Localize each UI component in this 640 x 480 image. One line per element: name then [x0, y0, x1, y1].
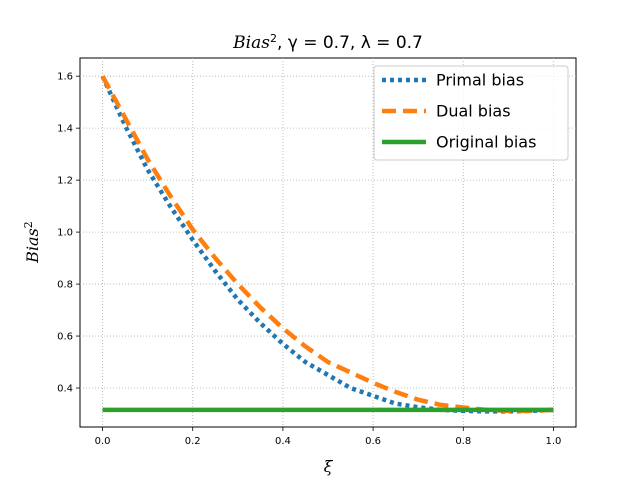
plot-frame: [79, 57, 577, 428]
y-axis-ticks: 0.4 0.6 0.8 1.0 1.2 1.4 1.6: [57, 72, 80, 395]
legend-frame: [373, 65, 569, 161]
chart-title: Bias2, γ = 0.7, λ = 0.7: [232, 32, 423, 54]
legend-label-dual-bias: Dual bias: [436, 102, 511, 121]
legend-items: Primal bias Dual bias Original bias: [382, 71, 536, 152]
plot-area: 0.0 0.2 0.4 0.6 0.8 1.0 0.4 0.6 0.8 1.0 1.2 1.4 1.6: [57, 57, 577, 447]
y-axis-label: Bias2: [22, 221, 43, 264]
x-tick-label: 0.6: [365, 436, 381, 447]
legend-label-original-bias: Original bias: [436, 133, 536, 152]
legend-label-primal-bias: Primal bias: [436, 71, 524, 90]
x-tick-label: 0.8: [455, 436, 471, 447]
x-tick-label: 0.0: [95, 436, 111, 447]
y-tick-label: 1.6: [57, 72, 73, 83]
y-tick-label: 1.4: [57, 124, 73, 135]
y-tick-label: 0.8: [57, 280, 73, 291]
y-tick-label: 1.0: [57, 228, 73, 239]
y-tick-label: 1.2: [57, 176, 73, 187]
x-tick-label: 0.2: [185, 436, 201, 447]
x-axis-label: ξ: [324, 457, 334, 476]
series-layer: [100, 75, 554, 414]
x-tick-label: 1.0: [546, 436, 562, 447]
y-tick-label: 0.6: [57, 332, 73, 343]
x-axis-ticks: 0.0 0.2 0.4 0.6 0.8 1.0: [95, 427, 562, 447]
y-tick-label: 0.4: [57, 384, 73, 395]
x-tick-label: 0.4: [275, 436, 291, 447]
legend: Primal bias Dual bias Original bias: [373, 65, 569, 161]
